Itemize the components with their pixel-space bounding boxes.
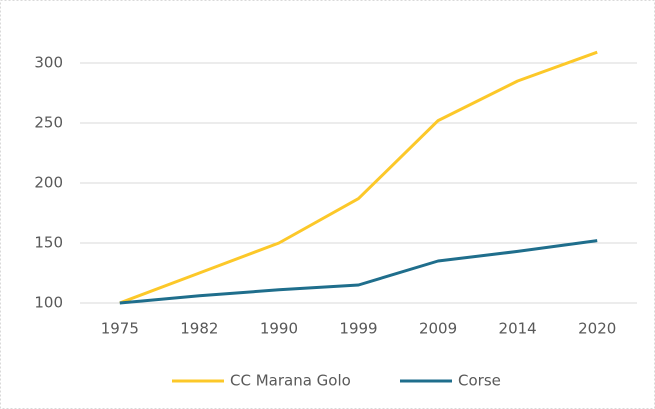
x-tick-label: 2014 [499,320,537,338]
y-tick-label: 150 [34,234,63,252]
x-tick-label: 2020 [578,320,616,338]
x-tick-label: 1975 [101,320,139,338]
series-line [119,239,598,305]
legend-label: Corse [458,372,501,390]
legend-label: CC Marana Golo [230,372,351,390]
series-line [119,50,598,305]
y-tick-label: 100 [34,294,63,312]
y-tick-label: 200 [34,174,63,192]
y-tick-label: 300 [34,54,63,72]
x-tick-label: 1982 [180,320,218,338]
x-tick-label: 1999 [339,320,377,338]
x-tick-label: 1990 [260,320,298,338]
x-tick-label: 2009 [419,320,457,338]
y-tick-label: 250 [34,114,63,132]
